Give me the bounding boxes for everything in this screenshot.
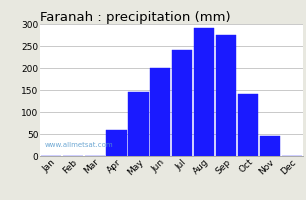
Bar — [150, 68, 170, 156]
Bar — [238, 94, 258, 156]
Text: www.allmetsat.com: www.allmetsat.com — [45, 142, 114, 148]
Bar — [106, 130, 127, 156]
Bar — [172, 50, 192, 156]
Bar — [260, 136, 280, 156]
Text: Faranah : precipitation (mm): Faranah : precipitation (mm) — [40, 11, 230, 24]
Bar — [216, 35, 236, 156]
Bar — [194, 28, 214, 156]
Bar — [129, 92, 148, 156]
